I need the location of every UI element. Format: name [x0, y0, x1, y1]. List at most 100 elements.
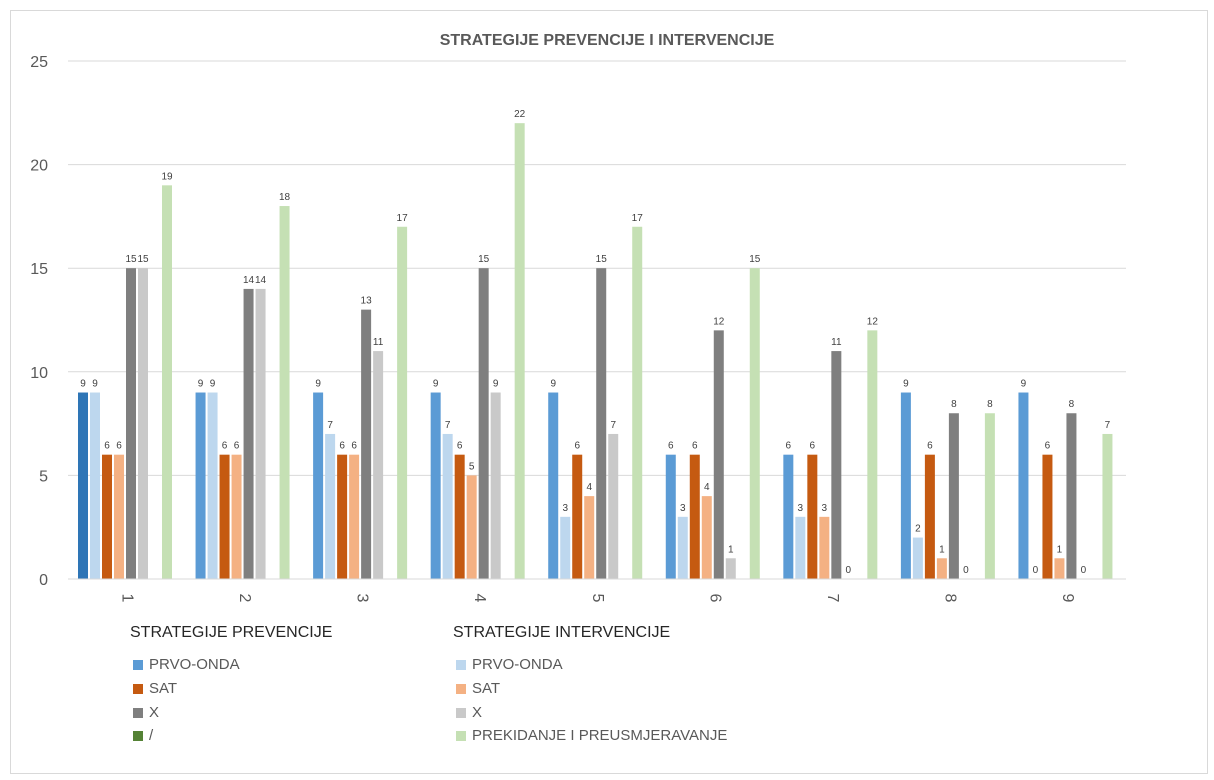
bar [90, 392, 100, 579]
data-label: 0 [1033, 565, 1039, 576]
data-label: 11 [831, 337, 842, 348]
legend-swatch [456, 659, 466, 670]
bar [867, 330, 878, 579]
bar [795, 516, 806, 579]
legend-swatch [456, 730, 466, 741]
bar [313, 392, 324, 579]
x-tick-label: 5 [589, 594, 606, 603]
x-tick-label: 7 [824, 594, 841, 603]
legend-item-intervention-prekidanje: PREKIDANJE I PREUSMJERAVANJE [456, 727, 727, 744]
x-tick-label: 8 [941, 594, 958, 603]
bar [584, 496, 595, 579]
bar [572, 454, 583, 579]
data-label: 2 [915, 524, 921, 535]
bar [689, 454, 700, 579]
data-label: 6 [104, 441, 110, 452]
y-tick-label: 25 [30, 54, 48, 71]
data-label: 9 [198, 379, 204, 390]
data-label: 6 [1045, 441, 1051, 452]
data-label: 15 [478, 254, 490, 265]
legend-label: X [472, 704, 483, 721]
bar [78, 392, 88, 579]
data-label: 12 [713, 316, 725, 327]
data-label: 1 [1057, 544, 1063, 555]
legend-swatch [133, 659, 143, 670]
bar [325, 433, 336, 579]
legend-label: X [149, 704, 160, 721]
data-label: 3 [562, 503, 568, 514]
legend-heading-prevention: STRATEGIJE PREVENCIJE [130, 624, 333, 641]
data-label: 17 [397, 213, 409, 224]
bar [195, 392, 206, 579]
bars [78, 123, 1113, 580]
legend-swatch [133, 683, 143, 694]
data-label: 9 [315, 379, 321, 390]
bar [231, 454, 242, 579]
bar [490, 392, 501, 579]
legend-label: / [149, 727, 154, 744]
bar [819, 516, 830, 579]
bar [1054, 558, 1065, 579]
bar [912, 537, 923, 579]
data-label: 9 [493, 379, 499, 390]
data-label: 4 [704, 482, 710, 493]
y-tick-label: 20 [30, 158, 48, 175]
legend-label: SAT [149, 680, 178, 697]
bar [677, 516, 688, 579]
bar [1066, 413, 1077, 579]
bar [219, 454, 230, 579]
bar [337, 454, 348, 579]
legend-label: PREKIDANJE I PREUSMJERAVANJE [472, 727, 728, 744]
data-label: 6 [927, 441, 933, 452]
bar [397, 226, 408, 579]
data-label: 9 [1021, 379, 1027, 390]
legend-item-intervention-prvo-onda: PRVO-ONDA [456, 656, 563, 673]
bar [255, 288, 266, 579]
bar [948, 413, 959, 579]
legend-swatch [133, 730, 143, 741]
data-label: 9 [550, 379, 556, 390]
bar [373, 351, 384, 579]
bar [725, 558, 736, 579]
bar [454, 454, 465, 579]
data-label: 6 [574, 441, 580, 452]
legend-item-prevention-prvo-onda: PRVO-ONDA [133, 656, 240, 673]
data-label: 18 [279, 192, 291, 203]
bar [1102, 433, 1113, 579]
data-label: 15 [596, 254, 608, 265]
data-label: 6 [668, 441, 674, 452]
data-label: 8 [951, 399, 957, 410]
bar [665, 454, 676, 579]
data-label: 9 [92, 379, 98, 390]
bar [478, 268, 489, 579]
data-label: 1 [728, 544, 734, 555]
x-tick-label: 3 [354, 594, 371, 603]
data-label: 11 [373, 337, 384, 348]
data-label: 3 [822, 503, 828, 514]
y-tick-label: 0 [39, 572, 48, 589]
chart-frame [10, 10, 1208, 774]
bar [162, 185, 172, 579]
bar [442, 433, 453, 579]
data-label: 12 [867, 316, 879, 327]
data-label: 17 [632, 213, 644, 224]
data-label: 15 [125, 254, 137, 265]
data-label: 7 [327, 420, 333, 431]
y-axis: 0 5 10 15 20 25 [30, 54, 48, 589]
data-label: 7 [610, 420, 616, 431]
bar [596, 268, 607, 579]
legend-item-prevention-slash: / [133, 727, 153, 744]
bar [466, 475, 477, 579]
chart-title: STRATEGIJE PREVENCIJE I INTERVENCIJE [439, 32, 775, 49]
bar [924, 454, 935, 579]
bar [138, 268, 148, 579]
data-label: 14 [255, 275, 267, 286]
x-axis: 1 2 3 4 5 6 7 8 9 [68, 578, 1126, 603]
bar [430, 392, 441, 579]
bar [984, 413, 995, 579]
bar [608, 433, 619, 579]
data-label: 5 [469, 461, 475, 472]
bar [279, 206, 290, 580]
data-label: 6 [339, 441, 345, 452]
bar [560, 516, 571, 579]
